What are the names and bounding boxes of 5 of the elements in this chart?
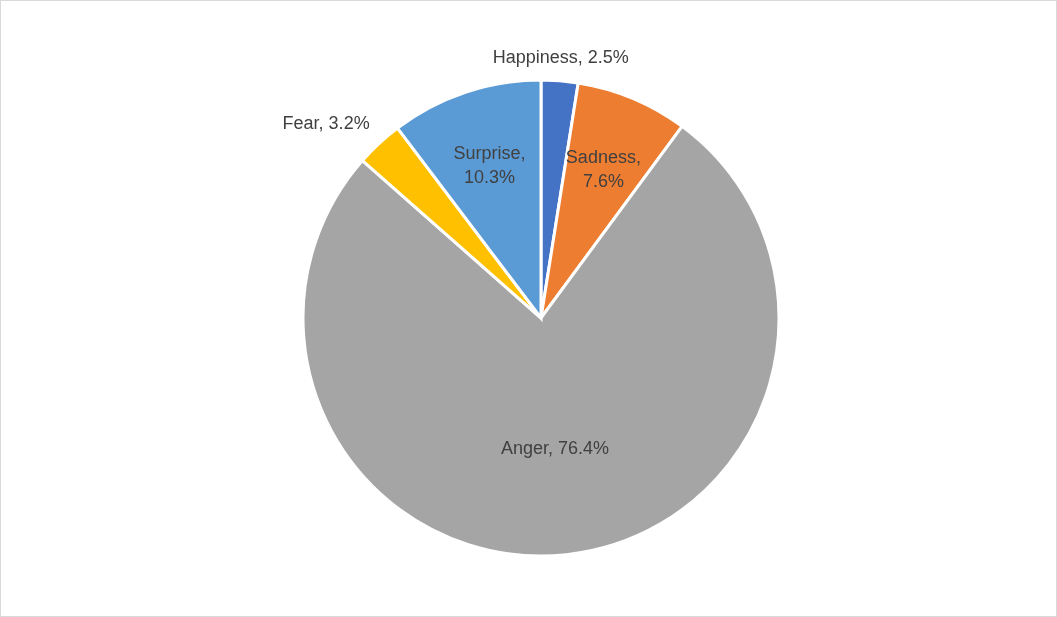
slice-label: Happiness, 2.5% — [492, 46, 629, 67]
slice-label: Sadness, 7.6% — [565, 146, 641, 191]
slice-label: Surprise, 10.3% — [453, 142, 526, 187]
slice-label: Fear, 3.2% — [282, 113, 370, 134]
slice-label: Anger, 76.4% — [500, 438, 609, 459]
